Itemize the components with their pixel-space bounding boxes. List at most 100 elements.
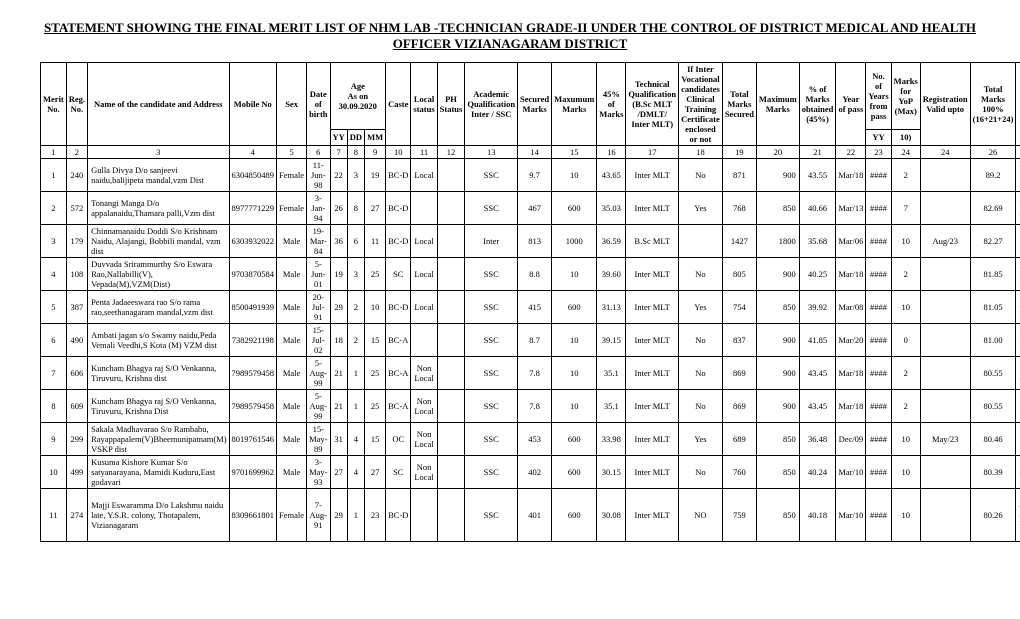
cell-pobt: 39.92 [799,291,836,324]
cell-mobile: 8500491939 [229,291,277,324]
h-yy2: YY [866,129,891,145]
cell-caste: BC-A [386,390,411,423]
cell-p45: 31.13 [597,291,626,324]
cell-sec: 401 [518,489,552,542]
cell-dd: 8 [347,192,364,225]
cell-maxi: 900 [756,357,799,390]
h-sex: Sex [277,63,307,146]
cell-dd: 6 [347,225,364,258]
h-tech: Technical Qualification (B.Sc MLT /DMLT/… [626,63,679,146]
cell-ph [437,225,465,258]
cell-t100: 82.69 [970,192,1016,225]
cell-sex: Female [277,489,307,542]
cell-myop: 2 [891,390,920,423]
cell-merit: 1 [41,159,67,192]
cell-dob: 5-Jun-01 [307,258,330,291]
cell-name: Majji Eswaramma D/o Lakshmu naidu late, … [88,489,229,542]
cell-mm: 25 [365,258,386,291]
cell-yop: Mar/18 [836,258,866,291]
cell-tsec: 754 [722,291,756,324]
cell-regv [920,357,970,390]
cell-yop: Mar/06 [836,225,866,258]
cell-reg: 387 [66,291,87,324]
cell-local: Local [411,159,437,192]
colnum: 22 [836,146,866,159]
cell-mobile: 7382921198 [229,324,277,357]
cell-ph [437,423,465,456]
h-p45: 45% of Marks [597,63,626,146]
colnum: 3 [88,146,229,159]
h-reg: Reg. No. [66,63,87,146]
cell-voc: Yes [679,192,723,225]
cell-max: 600 [552,456,597,489]
cell-max: 10 [552,324,597,357]
cell-pobt: 36.48 [799,423,836,456]
cell-sec: 7.8 [518,357,552,390]
cell-dd: 3 [347,159,364,192]
cell-pobt: 40.18 [799,489,836,542]
cell-maxi: 900 [756,258,799,291]
cell-tsec: 871 [722,159,756,192]
cell-noy: #### [866,357,891,390]
cell-noy: #### [866,489,891,542]
cell-myop: 10 [891,291,920,324]
cell-myop: 10 [891,423,920,456]
colnum: 10 [386,146,411,159]
table-row: 3179Chinnamanaidu Doddi S/o Krishnam Nai… [41,225,1020,258]
cell-tech: Inter MLT [626,456,679,489]
cell-sex: Male [277,423,307,456]
cell-t100: 82.27 [970,225,1016,258]
cell-mm: 25 [365,357,386,390]
cell-pobt: 41.85 [799,324,836,357]
cell-yy: 29 [330,291,347,324]
h-yop: Year of pass [836,63,866,146]
cell-myop: 2 [891,159,920,192]
cell-sec: 453 [518,423,552,456]
cell-ph [437,291,465,324]
cell-tsec: 760 [722,456,756,489]
cell-ph [437,489,465,542]
cell-yy: 31 [330,423,347,456]
cell-dob: 7-Aug-91 [307,489,330,542]
cell-ph [437,192,465,225]
cell-tsec: 759 [722,489,756,542]
cell-regv [920,456,970,489]
cell-name: Sakala Madhavarao S/o Rambabu, Rayappapa… [88,423,229,456]
h-myop: Marks for YoP (Max) [891,63,920,130]
cell-sec: 7.8 [518,390,552,423]
cell-merit: 4 [41,258,67,291]
cell-rem: No Study certificates and Registration N… [1016,456,1020,489]
cell-local: Local [411,291,437,324]
h-age: AgeAs on 30.09.2020 [330,63,386,130]
colnum: 7 [330,146,347,159]
cell-caste: SC [386,258,411,291]
cell-ph [437,456,465,489]
colnum: 16 [597,146,626,159]
cell-p45: 43.65 [597,159,626,192]
cell-noy: #### [866,159,891,192]
cell-name: Kusuma Kishore Kumar S/o satyanarayana, … [88,456,229,489]
cell-sec: 415 [518,291,552,324]
h-regv: Registration Valid upto [920,63,970,146]
table-row: 8609Kuncham Bhagya raj S/O Venkanna, Tir… [41,390,1020,423]
cell-noy: #### [866,225,891,258]
cell-tech: Inter MLT [626,192,679,225]
table-row: 7606Kuncham Bhagya raj S/O Venkanna, Tir… [41,357,1020,390]
cell-merit: 9 [41,423,67,456]
cell-max: 600 [552,489,597,542]
colnum: 20 [756,146,799,159]
cell-maxi: 850 [756,291,799,324]
cell-p45: 36.59 [597,225,626,258]
cell-myop: 0 [891,324,920,357]
cell-mm: 10 [365,291,386,324]
cell-local: Non Local [411,357,437,390]
cell-dob: 5-Aug-99 [307,390,330,423]
cell-sec: 402 [518,456,552,489]
cell-yop: Mar/20 [836,324,866,357]
cell-acad: Inter [465,225,518,258]
cell-max: 10 [552,159,597,192]
cell-p45: 35.1 [597,390,626,423]
cell-pobt: 40.66 [799,192,836,225]
cell-yop: Dec/09 [836,423,866,456]
cell-voc: No [679,258,723,291]
